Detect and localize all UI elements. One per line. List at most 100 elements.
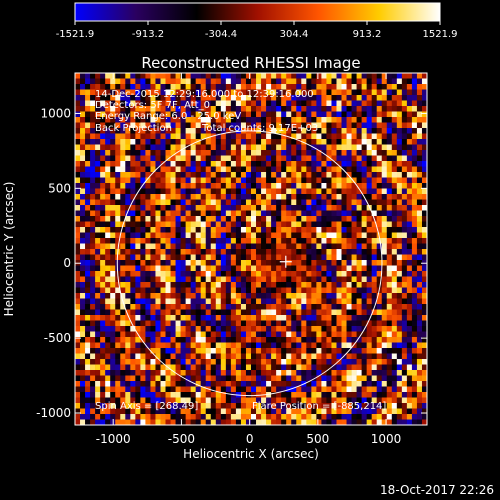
heatmap-pixel: [301, 353, 307, 360]
heatmap-pixel: [421, 122, 427, 129]
heatmap-pixel: [261, 364, 267, 371]
heatmap-pixel: [256, 315, 262, 321]
heatmap-pixel: [185, 359, 191, 365]
heatmap-pixel: [351, 265, 357, 272]
heatmap-pixel: [115, 381, 121, 387]
heatmap-pixel: [306, 188, 312, 195]
heatmap-pixel: [411, 315, 418, 321]
heatmap-pixel: [321, 199, 327, 206]
heatmap-pixel: [125, 331, 131, 338]
heatmap-pixel: [115, 100, 121, 107]
heatmap-pixel: [105, 287, 111, 294]
heatmap-pixel: [416, 342, 423, 349]
heatmap-pixel: [90, 243, 96, 250]
heatmap-pixel: [235, 320, 242, 327]
heatmap-pixel: [316, 144, 322, 151]
heatmap-pixel: [85, 133, 91, 140]
heatmap-pixel: [145, 155, 151, 162]
heatmap-pixel: [125, 194, 131, 200]
heatmap-pixel: [140, 254, 146, 261]
heatmap-pixel: [251, 133, 257, 140]
heatmap-pixel: [190, 216, 196, 222]
heatmap-pixel: [90, 287, 96, 294]
heatmap-pixel: [401, 166, 408, 173]
heatmap-pixel: [135, 73, 141, 79]
heatmap-pixel: [230, 133, 237, 140]
heatmap-pixel: [195, 386, 202, 393]
heatmap-pixel: [291, 199, 297, 206]
heatmap-pixel: [296, 183, 302, 189]
heatmap-pixel: [245, 397, 252, 404]
heatmap-pixel: [326, 100, 332, 107]
heatmap-pixel: [170, 117, 176, 123]
heatmap-pixel: [406, 381, 413, 387]
heatmap-pixel: [190, 227, 196, 233]
heatmap-pixel: [261, 359, 267, 365]
heatmap-pixel: [240, 117, 247, 123]
heatmap-pixel: [115, 161, 121, 167]
heatmap-pixel: [160, 128, 166, 134]
heatmap-pixel: [331, 298, 337, 305]
heatmap-pixel: [75, 331, 81, 338]
heatmap-pixel: [145, 216, 151, 222]
heatmap-pixel: [80, 150, 86, 156]
heatmap-pixel: [346, 265, 352, 272]
heatmap-pixel: [140, 188, 146, 195]
heatmap-pixel: [356, 276, 362, 283]
heatmap-pixel: [135, 282, 141, 288]
heatmap-pixel: [386, 298, 393, 305]
heatmap-pixel: [256, 177, 262, 184]
heatmap-pixel: [100, 205, 106, 211]
heatmap-pixel: [75, 194, 81, 200]
heatmap-pixel: [95, 265, 101, 272]
heatmap-pixel: [100, 144, 106, 151]
heatmap-pixel: [261, 375, 267, 382]
heatmap-pixel: [366, 122, 372, 129]
heatmap-pixel: [321, 188, 327, 195]
heatmap-pixel: [341, 133, 347, 140]
heatmap-pixel: [115, 111, 121, 118]
heatmap-pixel: [145, 282, 151, 288]
heatmap-pixel: [376, 397, 383, 404]
heatmap-pixel: [165, 254, 171, 261]
heatmap-pixel: [311, 326, 317, 332]
heatmap-pixel: [341, 381, 347, 387]
heatmap-pixel: [396, 403, 403, 409]
heatmap-pixel: [190, 100, 196, 107]
heatmap-pixel: [130, 172, 136, 178]
heatmap-pixel: [230, 381, 237, 387]
heatmap-pixel: [165, 166, 171, 173]
heatmap-pixel: [311, 139, 317, 145]
heatmap-pixel: [421, 320, 427, 327]
heatmap-pixel: [366, 392, 372, 398]
heatmap-pixel: [90, 144, 96, 151]
heatmap-pixel: [135, 293, 141, 299]
heatmap-pixel: [281, 353, 287, 360]
heatmap-pixel: [210, 260, 217, 266]
heatmap-pixel: [120, 403, 126, 409]
heatmap-pixel: [90, 150, 96, 156]
heatmap-pixel: [220, 403, 227, 409]
heatmap-pixel: [386, 166, 393, 173]
heatmap-pixel: [276, 172, 282, 178]
heatmap-pixel: [80, 249, 86, 255]
heatmap-pixel: [366, 293, 372, 299]
heatmap-pixel: [245, 89, 252, 96]
heatmap-pixel: [235, 287, 242, 294]
heatmap-pixel: [140, 183, 146, 189]
heatmap-pixel: [396, 177, 403, 184]
heatmap-pixel: [245, 150, 252, 156]
heatmap-pixel: [135, 172, 141, 178]
heatmap-pixel: [225, 172, 232, 178]
heatmap-pixel: [396, 100, 403, 107]
heatmap-pixel: [316, 408, 322, 415]
heatmap-pixel: [306, 337, 312, 343]
heatmap-pixel: [130, 386, 136, 393]
heatmap-pixel: [251, 254, 257, 261]
heatmap-pixel: [80, 144, 86, 151]
heatmap-pixel: [170, 386, 176, 393]
heatmap-pixel: [110, 111, 116, 118]
heatmap-pixel: [95, 161, 101, 167]
heatmap-pixel: [95, 348, 101, 354]
heatmap-pixel: [160, 337, 166, 343]
